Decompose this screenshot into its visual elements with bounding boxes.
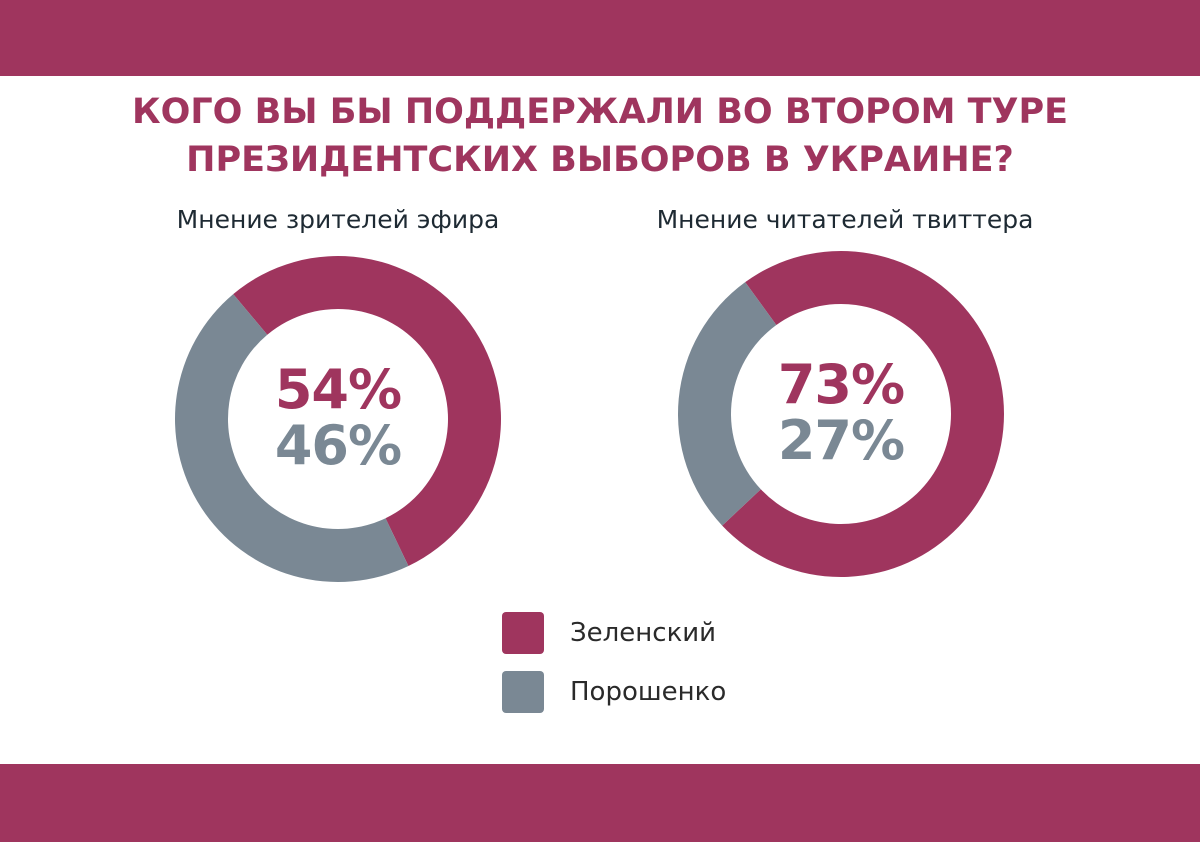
slice-zelensky (233, 255, 502, 566)
title-line-1: КОГО ВЫ БЫ ПОДДЕРЖАЛИ ВО ВТОРОМ ТУРЕ (131, 92, 1069, 132)
bottom-band (0, 764, 1200, 842)
slice-poroshenko (678, 282, 777, 526)
pct-label-poroshenko: 46% (274, 414, 402, 477)
donut-chart-viewers: 54% 46% (173, 254, 503, 584)
legend-swatch-zelensky (502, 612, 544, 654)
slice-zelensky (722, 251, 1004, 578)
legend-swatch-poroshenko (502, 671, 544, 713)
left-chart-title: Мнение зрителей эфира (176, 205, 500, 234)
slice-poroshenko (175, 294, 409, 582)
legend-label-zelensky: Зеленский (570, 618, 717, 648)
pct-label-zelensky: 54% (274, 358, 402, 421)
chart-title: КОГО ВЫ БЫ ПОДДЕРЖАЛИ ВО ВТОРОМ ТУРЕ ПРЕ… (0, 88, 1200, 184)
pct-label-zelensky: 73% (777, 353, 905, 416)
title-line-2: ПРЕЗИДЕНТСКИХ ВЫБОРОВ В УКРАИНЕ? (186, 140, 1014, 180)
legend-label-poroshenko: Порошенко (570, 677, 727, 707)
donut-svg-viewers (175, 255, 502, 582)
right-chart-title: Мнение читателей твиттера (656, 205, 1034, 234)
donut-chart-twitter: 73% 27% (676, 249, 1006, 579)
top-band (0, 0, 1200, 76)
donut-svg-twitter (678, 251, 1004, 578)
pct-label-poroshenko: 27% (777, 409, 905, 472)
